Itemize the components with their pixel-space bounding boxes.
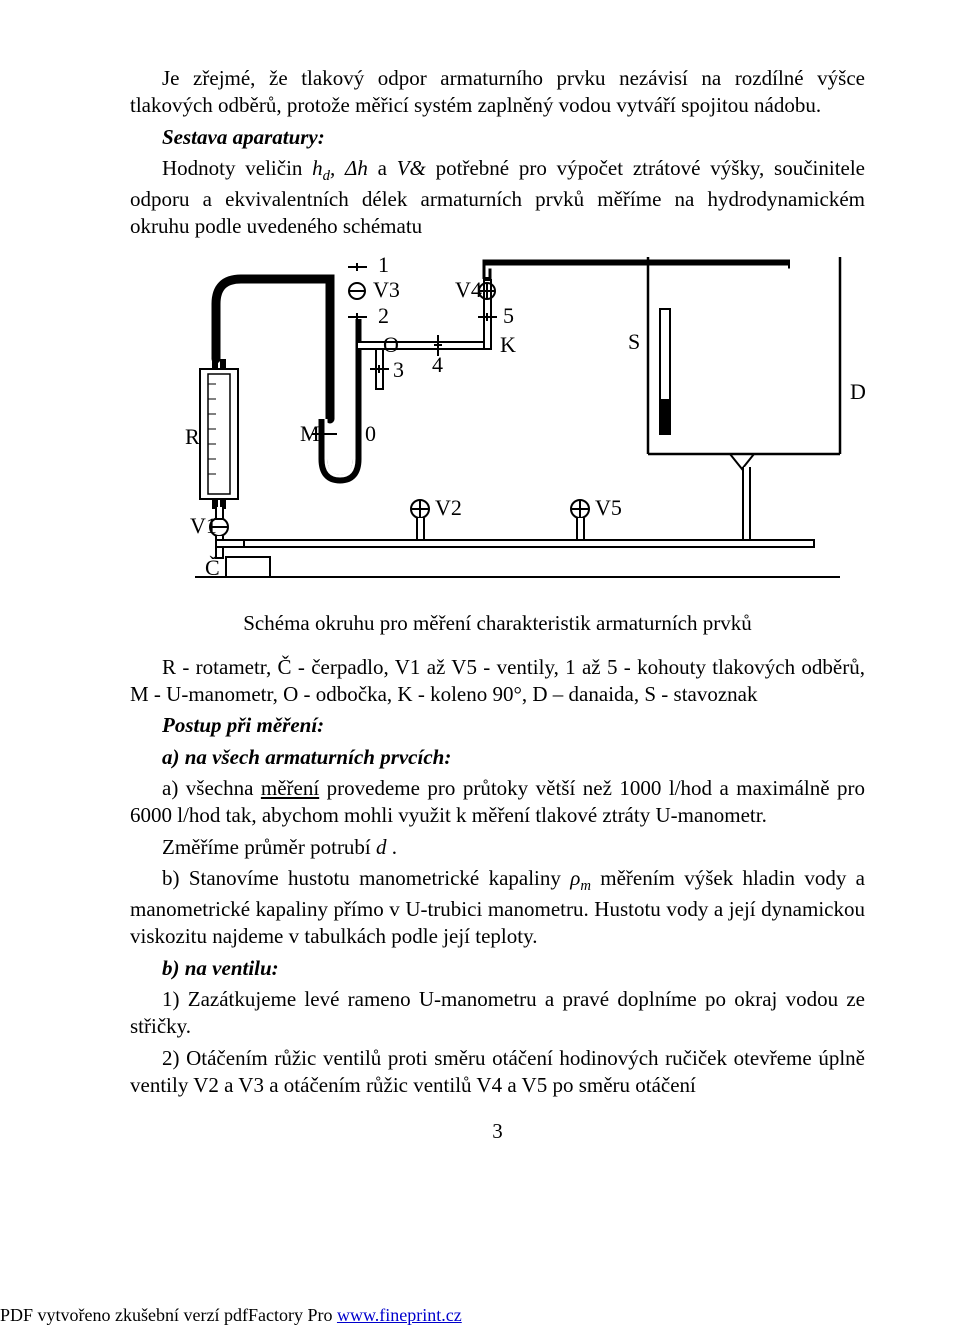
label-V1: V1 [190,513,217,538]
label-R: R [185,424,200,449]
label-K: K [500,332,516,357]
text: , [330,156,345,180]
var-V: V [397,156,410,180]
rotameter-icon [200,359,238,509]
label-V2: V2 [435,495,462,520]
label-5: 5 [503,303,514,328]
pump-icon [226,557,270,577]
postup-bv2: 2) Otáčením růžic ventilů proti směru ot… [130,1045,865,1100]
text: b) na ventilu: [162,956,279,980]
footer-link[interactable]: www.fineprint.cz [337,1305,462,1325]
text: a) všechna [162,776,261,800]
postup-a1: a) všechna měření provedeme pro průtoky … [130,775,865,830]
text: . [387,835,398,859]
postup-bv-heading: b) na ventilu: [130,955,865,982]
postup-a2: Změříme průměr potrubí d . [130,834,865,861]
text: a [368,156,397,180]
var-h: h [312,156,323,180]
var-dh: Δh [345,156,368,180]
label-4: 4 [432,352,443,377]
diagram-caption: Schéma okruhu pro měření charakteristik … [130,611,865,636]
postup-a-heading: a) na všech armaturních prvcích: [130,744,865,771]
postup-heading: Postup při měření: [130,712,865,739]
label-0: 0 [365,421,376,446]
var-rho: ρ [570,866,580,890]
pdf-footer: PDF vytvořeno zkušební verzí pdfFactory … [0,1305,462,1326]
paragraph-intro: Je zřejmé, že tlakový odpor armaturního … [130,65,865,120]
label-V5: V5 [595,495,622,520]
label-V4: V4 [455,277,482,302]
label-2: 2 [378,303,389,328]
label-1: 1 [378,252,389,277]
postup-b: b) Stanovíme hustotu manometrické kapali… [130,865,865,951]
level-indicator-icon [660,309,670,434]
text: b) Stanovíme hustotu manometrické kapali… [162,866,570,890]
label-3: 3 [393,357,404,382]
sub-d: d [323,168,330,184]
schematic-diagram: R M 0 1 V3 2 O [130,249,865,599]
label-D: D [850,379,865,404]
ampersand-icon: & [410,156,426,180]
section-sestava: Sestava aparatury: [130,124,865,151]
sestava-body: Hodnoty veličin hd, Δh a V& potřebné pro… [130,155,865,241]
label-S: S [628,329,640,354]
var-d: d [376,835,387,859]
postup-bv1: 1) Zazátkujeme levé rameno U-manometru a… [130,986,865,1041]
text: Postup při měření: [162,713,324,737]
text: Změříme průměr potrubí [162,835,376,859]
label-V3: V3 [373,277,400,302]
text: a) na všech armaturních prvcích: [162,745,451,769]
sestava-heading: Sestava aparatury: [162,125,325,149]
footer-text: PDF vytvořeno zkušební verzí pdfFactory … [0,1305,337,1325]
danaida-icon [648,257,840,469]
label-M: M [300,421,320,446]
text: Hodnoty veličin [162,156,312,180]
legend: R - rotametr, Č - čerpadlo, V1 až V5 - v… [130,654,865,709]
label-O: O [383,332,399,357]
sub-m: m [580,878,591,894]
page-number: 3 [130,1119,865,1144]
text: měření [261,776,319,800]
